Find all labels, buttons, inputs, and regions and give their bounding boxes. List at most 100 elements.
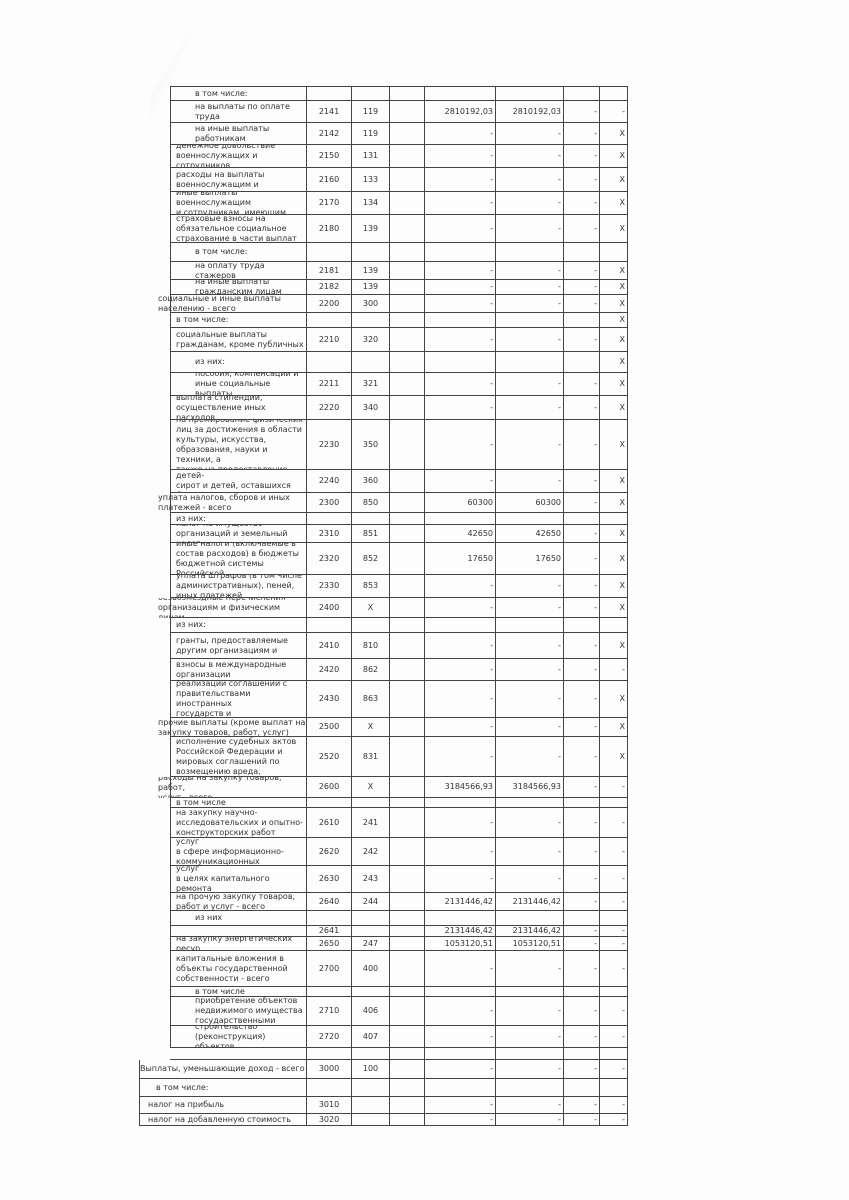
row-label-text: иные выплаты военнослужащим и сотрудника… bbox=[176, 192, 286, 215]
cell-v2 bbox=[496, 618, 564, 633]
row-label-text: на иные выплаты гражданским лицам bbox=[195, 280, 282, 295]
cell-v2: - bbox=[496, 838, 564, 866]
cell-v1: 60300 bbox=[425, 493, 496, 513]
table-row: иные налоги (включаемые в состав расходо… bbox=[0, 543, 849, 575]
table-row: уплата налогов, сборов и иных платежей -… bbox=[0, 493, 849, 513]
cell-v1: - bbox=[425, 659, 496, 681]
row-label: исполнение судебных актов Российской Фед… bbox=[170, 737, 307, 777]
cell-empty bbox=[390, 168, 425, 192]
cell-code: 2430 bbox=[307, 681, 352, 718]
cell-v4: Х bbox=[600, 525, 628, 543]
cell-empty bbox=[390, 513, 425, 525]
cell-v4: - bbox=[600, 951, 628, 987]
table-row: расходы на выплаты военнослужащим и 2160 1… bbox=[0, 168, 849, 192]
cell-v4: - bbox=[600, 1026, 628, 1048]
row-label: пособия, компенсации и иные социальные в… bbox=[170, 373, 307, 396]
cell-v1: - bbox=[425, 328, 496, 352]
cell-v1: - bbox=[425, 575, 496, 598]
cell-v3: - bbox=[564, 192, 600, 215]
cell-v1 bbox=[425, 911, 496, 926]
table-row: денежное довольствие военнослужащих и со… bbox=[0, 145, 849, 168]
cell-kbk: 241 bbox=[352, 808, 390, 838]
table-row: строительство (реконструкция) объектов 27… bbox=[0, 1026, 849, 1048]
cell-code bbox=[307, 798, 352, 808]
cell-empty bbox=[390, 937, 425, 951]
cell-kbk bbox=[352, 618, 390, 633]
cell-v2: - bbox=[496, 1097, 564, 1114]
cell-empty bbox=[390, 618, 425, 633]
cell-v2: - bbox=[496, 681, 564, 718]
cell-v4: Х bbox=[600, 543, 628, 575]
row-label: в том числе: bbox=[170, 243, 307, 262]
table-row: налог на имущество организаций и земельн… bbox=[0, 525, 849, 543]
cell-v2: - bbox=[496, 598, 564, 618]
cell-v4: Х bbox=[600, 493, 628, 513]
row-label-text: из них: bbox=[176, 620, 206, 629]
cell-kbk: 243 bbox=[352, 866, 390, 893]
cell-empty bbox=[390, 681, 425, 718]
row-label: прочие выплаты (кроме выплат на закупку … bbox=[158, 718, 307, 737]
cell-empty bbox=[390, 525, 425, 543]
cell-v1: - bbox=[425, 168, 496, 192]
cell-v1 bbox=[425, 1079, 496, 1097]
cell-code: 2180 bbox=[307, 215, 352, 243]
cell-v1 bbox=[425, 1048, 496, 1060]
cell-empty bbox=[390, 633, 425, 659]
cell-kbk: 100 bbox=[352, 1060, 390, 1079]
cell-code bbox=[307, 243, 352, 262]
row-label-text: из них: bbox=[176, 513, 206, 523]
cell-v4 bbox=[600, 618, 628, 633]
cell-v3: - bbox=[564, 659, 600, 681]
cell-code: 2630 bbox=[307, 866, 352, 893]
cell-kbk: 852 bbox=[352, 543, 390, 575]
table-row: на закупку товаров, работ, услуг в целях… bbox=[0, 866, 849, 893]
cell-v4 bbox=[600, 798, 628, 808]
cell-v3 bbox=[564, 1048, 600, 1060]
cell-v1: - bbox=[425, 718, 496, 737]
cell-v3: - bbox=[564, 681, 600, 718]
table-row: в том числе: bbox=[0, 87, 849, 101]
table-row: пособия, компенсации и иные социальные в… bbox=[0, 373, 849, 396]
cell-empty bbox=[390, 1048, 425, 1060]
row-label-text: взносы в международные организации bbox=[176, 659, 287, 679]
cell-v3: - bbox=[564, 633, 600, 659]
cell-empty bbox=[390, 295, 425, 313]
row-label: Выплаты, уменьшающие доход - всего bbox=[139, 1060, 307, 1079]
cell-v1: - bbox=[425, 633, 496, 659]
row-label-text: денежное довольствие военнослужащих и со… bbox=[176, 145, 276, 168]
table-row: на закупку научно- исследовательских и о… bbox=[0, 808, 849, 838]
table-row: на оплату труда стажеров 2181 139- - - Х bbox=[0, 262, 849, 280]
cell-empty bbox=[390, 215, 425, 243]
table-row: гранты, предоставляемые другим организац… bbox=[0, 633, 849, 659]
cell-v2: - bbox=[496, 215, 564, 243]
row-label-text: капитальные вложения в объекты государст… bbox=[176, 953, 288, 983]
row-label: расходы на закупку товаров, работ, услуг… bbox=[158, 777, 307, 798]
cell-code: 2520 bbox=[307, 737, 352, 777]
cell-kbk: 810 bbox=[352, 633, 390, 659]
cell-code: 2320 bbox=[307, 543, 352, 575]
cell-v1: - bbox=[425, 737, 496, 777]
row-label-text: на премирование физических лиц за достиж… bbox=[176, 420, 303, 470]
row-label: на прочую закупку товаров, работ и услуг… bbox=[170, 893, 307, 911]
row-label-text: на закупку товаров, работ, услуг в сфере… bbox=[176, 838, 284, 866]
cell-v3: - bbox=[564, 866, 600, 893]
row-label-text: из них bbox=[195, 913, 223, 922]
cell-kbk: 863 bbox=[352, 681, 390, 718]
row-label: расходы на выплаты военнослужащим и bbox=[170, 168, 307, 192]
row-label: на иные выплаты работникам bbox=[170, 123, 307, 145]
cell-v2 bbox=[496, 87, 564, 101]
cell-code: 2300 bbox=[307, 493, 352, 513]
row-label-text: налог на имущество организаций и земельн… bbox=[176, 525, 288, 543]
cell-empty bbox=[390, 598, 425, 618]
cell-v4: - bbox=[600, 926, 628, 937]
cell-v4: - bbox=[600, 893, 628, 911]
row-label: иные выплаты военнослужащим и сотрудника… bbox=[170, 192, 307, 215]
cell-v1: 2810192,03 bbox=[425, 101, 496, 123]
cell-v2: - bbox=[496, 373, 564, 396]
cell-empty bbox=[390, 808, 425, 838]
table-row: 2641 2131446,42 2131446,42- - bbox=[0, 926, 849, 937]
table-row: на выплаты по оплате труда 2141 119 2810192… bbox=[0, 101, 849, 123]
table-row: на закупку энергетических ресур 2650 247 10… bbox=[0, 937, 849, 951]
cell-code bbox=[307, 1079, 352, 1097]
cell-v4: Х bbox=[600, 192, 628, 215]
